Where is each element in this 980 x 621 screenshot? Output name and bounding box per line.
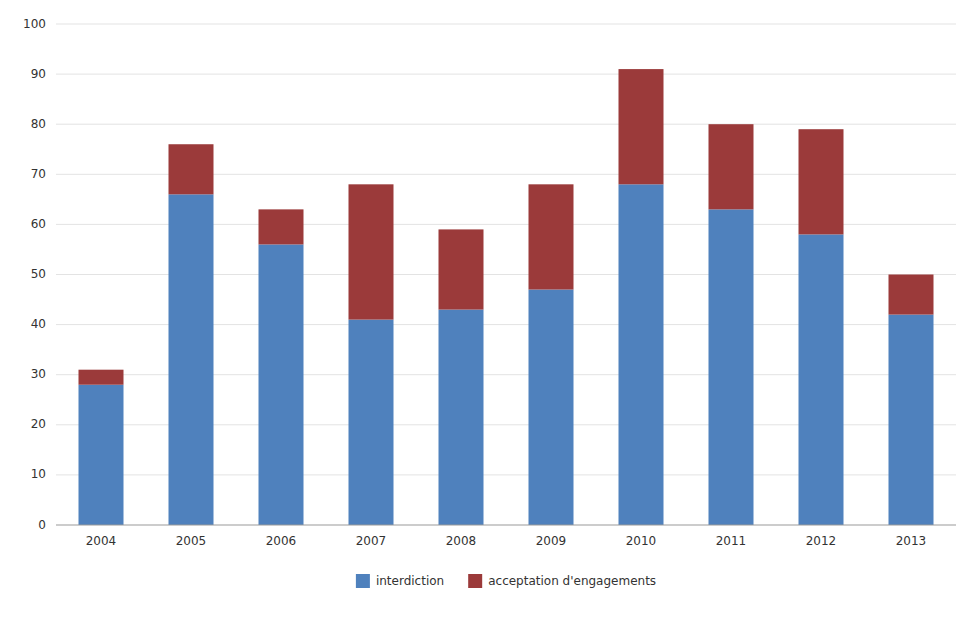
- x-tick-label: 2005: [176, 534, 207, 548]
- bar-segment: [529, 290, 574, 525]
- bar-segment: [529, 184, 574, 289]
- legend-label: interdiction: [376, 574, 444, 588]
- bar-segment: [259, 209, 304, 244]
- x-tick-label: 2004: [86, 534, 117, 548]
- x-axis-line: [56, 525, 956, 526]
- legend-label: acceptation d'engagements: [488, 574, 656, 588]
- y-tick-label: 0: [38, 518, 46, 532]
- x-tick-label: 2010: [626, 534, 657, 548]
- y-tick-label: 60: [31, 217, 46, 231]
- legend-item: interdiction: [356, 574, 444, 589]
- chart-container: 0102030405060708090100200420052006200720…: [0, 0, 980, 621]
- chart: 0102030405060708090100200420052006200720…: [0, 0, 980, 621]
- y-tick-label: 20: [31, 417, 46, 431]
- y-tick-label: 80: [31, 117, 46, 131]
- bar-segment: [79, 385, 124, 525]
- legend-swatch: [356, 574, 370, 588]
- bar-segment: [259, 244, 304, 525]
- bar-segment: [349, 320, 394, 525]
- bar-segment: [619, 184, 664, 525]
- x-tick-label: 2009: [536, 534, 567, 548]
- legend-swatch: [468, 574, 482, 588]
- x-tick-label: 2013: [896, 534, 927, 548]
- y-tick-label: 50: [31, 267, 46, 281]
- legend: interdiction acceptation d'engagements: [356, 574, 656, 589]
- bar-segment: [349, 184, 394, 319]
- bar-segment: [889, 315, 934, 525]
- bar-segment: [799, 234, 844, 525]
- bar-segment: [439, 310, 484, 525]
- y-tick-label: 30: [31, 367, 46, 381]
- x-tick-label: 2012: [806, 534, 837, 548]
- bar-segment: [79, 370, 124, 385]
- y-tick-label: 90: [31, 67, 46, 81]
- y-tick-label: 100: [23, 17, 46, 31]
- grid-line: [56, 24, 956, 25]
- x-tick-label: 2006: [266, 534, 297, 548]
- x-tick-label: 2008: [446, 534, 477, 548]
- grid-line: [56, 124, 956, 125]
- bar-segment: [169, 144, 214, 194]
- bar-segment: [709, 124, 754, 209]
- bar-segment: [169, 194, 214, 525]
- y-tick-label: 10: [31, 467, 46, 481]
- bars: [79, 69, 934, 525]
- y-tick-label: 70: [31, 167, 46, 181]
- bar-segment: [709, 209, 754, 525]
- x-tick-label: 2011: [716, 534, 747, 548]
- y-tick-label: 40: [31, 317, 46, 331]
- legend-item: acceptation d'engagements: [468, 574, 656, 589]
- bar-segment: [799, 129, 844, 234]
- bar-segment: [439, 229, 484, 309]
- bar-segment: [619, 69, 664, 184]
- grid-line: [56, 74, 956, 75]
- bar-segment: [889, 275, 934, 315]
- x-tick-label: 2007: [356, 534, 387, 548]
- y-axis: 0 10 20 30 40 50 60 70 80 90 100: [23, 17, 46, 532]
- x-axis: 2004 2005 2006 2007 2008 2009 2010 2011 2012 2013: [56, 525, 956, 548]
